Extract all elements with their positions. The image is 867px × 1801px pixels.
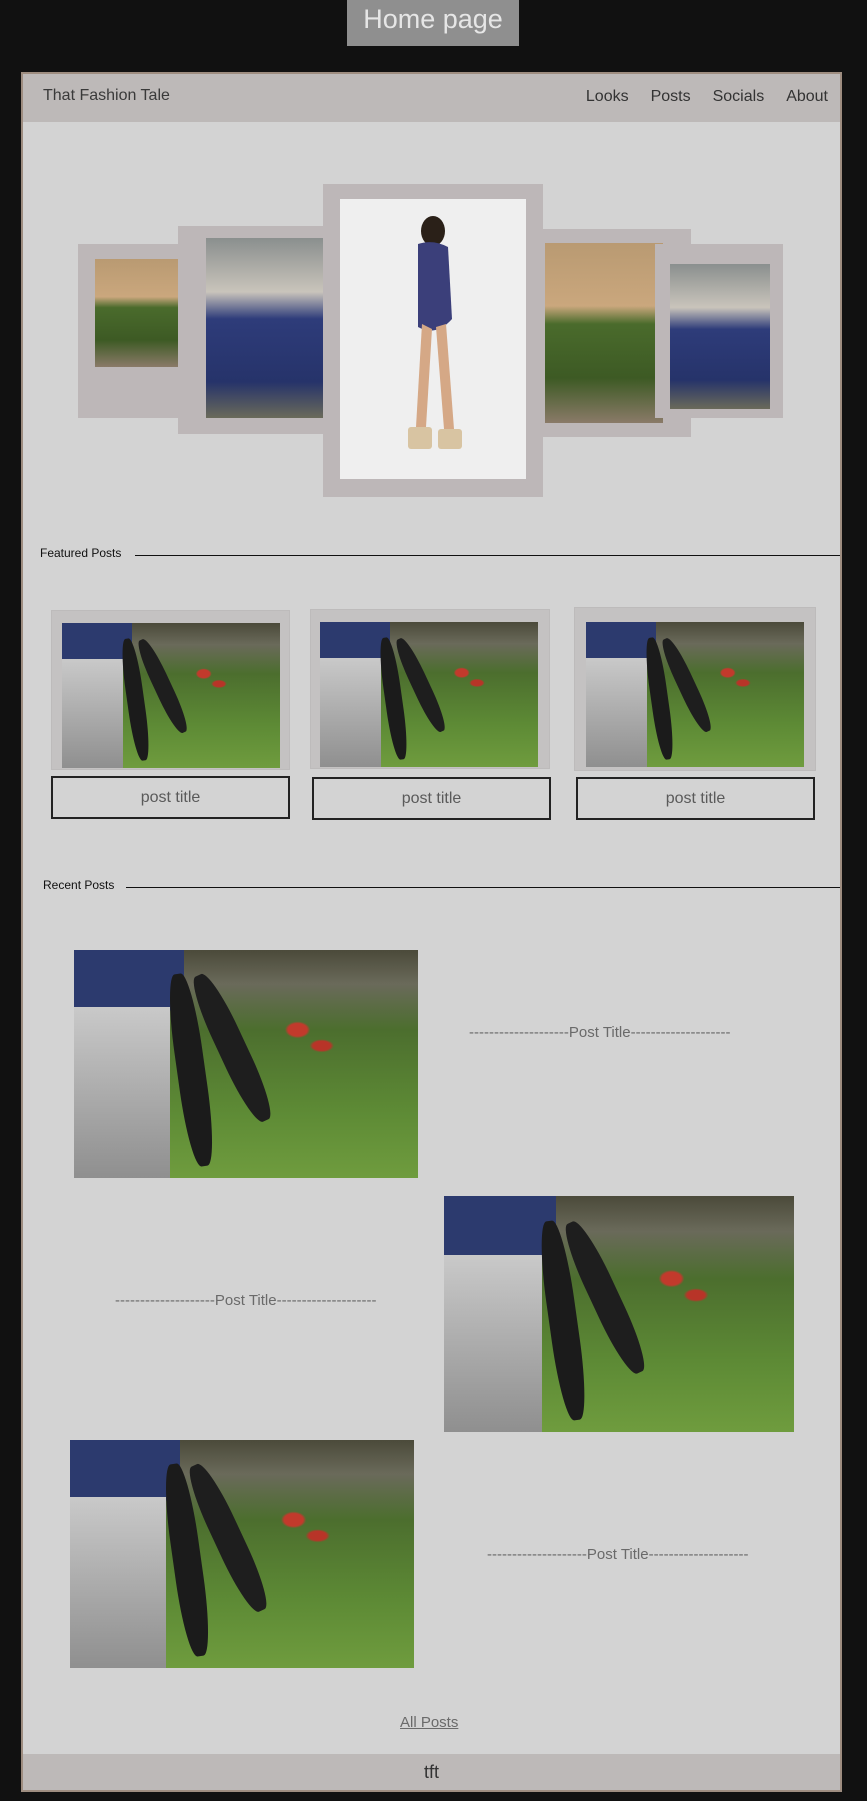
brand-name[interactable]: That Fashion Tale: [43, 87, 170, 104]
main-nav: Looks Posts Socials About: [564, 88, 828, 106]
featured-image: [320, 622, 538, 767]
featured-card-3[interactable]: [574, 607, 816, 771]
recent-post-image-1[interactable]: [74, 950, 418, 1178]
carousel-image: [95, 259, 189, 367]
nav-socials[interactable]: Socials: [712, 88, 765, 105]
featured-post-title-2[interactable]: post title: [312, 777, 551, 820]
featured-image: [586, 622, 804, 767]
nav-about[interactable]: About: [786, 88, 828, 105]
featured-card-1[interactable]: [51, 610, 290, 770]
top-navbar: That Fashion Tale Looks Posts Socials Ab…: [23, 74, 840, 122]
recent-post-image-2[interactable]: [444, 1196, 794, 1432]
all-posts-link[interactable]: All Posts: [400, 1714, 459, 1731]
carousel-image: [206, 238, 326, 418]
site-frame: That Fashion Tale Looks Posts Socials Ab…: [21, 72, 842, 1792]
model-figure: [408, 216, 462, 449]
recent-post-title-3[interactable]: --------------------Post Title----------…: [487, 1546, 749, 1563]
featured-divider: [135, 555, 840, 556]
carousel-slide-far-right[interactable]: [655, 244, 783, 418]
carousel-slide-left[interactable]: [178, 226, 326, 434]
recent-divider: [126, 887, 840, 888]
page-label: Home page: [347, 0, 519, 46]
nav-posts[interactable]: Posts: [650, 88, 691, 105]
carousel-slide-center[interactable]: [323, 184, 543, 497]
carousel-slide-far-left[interactable]: [78, 244, 189, 418]
footer: tft: [23, 1754, 840, 1790]
featured-posts-heading: Featured Posts: [40, 546, 122, 560]
featured-image: [62, 623, 280, 768]
featured-post-title-1[interactable]: post title: [51, 776, 290, 819]
carousel-image: [670, 264, 770, 409]
featured-post-title-3[interactable]: post title: [576, 777, 815, 820]
recent-post-title-2[interactable]: --------------------Post Title----------…: [115, 1292, 377, 1309]
recent-post-title-1[interactable]: --------------------Post Title----------…: [469, 1024, 731, 1041]
featured-card-2[interactable]: [310, 609, 550, 769]
recent-posts-heading: Recent Posts: [43, 878, 115, 892]
carousel-image: [545, 243, 663, 423]
carousel-image-center: [340, 199, 526, 479]
recent-post-image-3[interactable]: [70, 1440, 414, 1668]
nav-looks[interactable]: Looks: [585, 88, 629, 105]
